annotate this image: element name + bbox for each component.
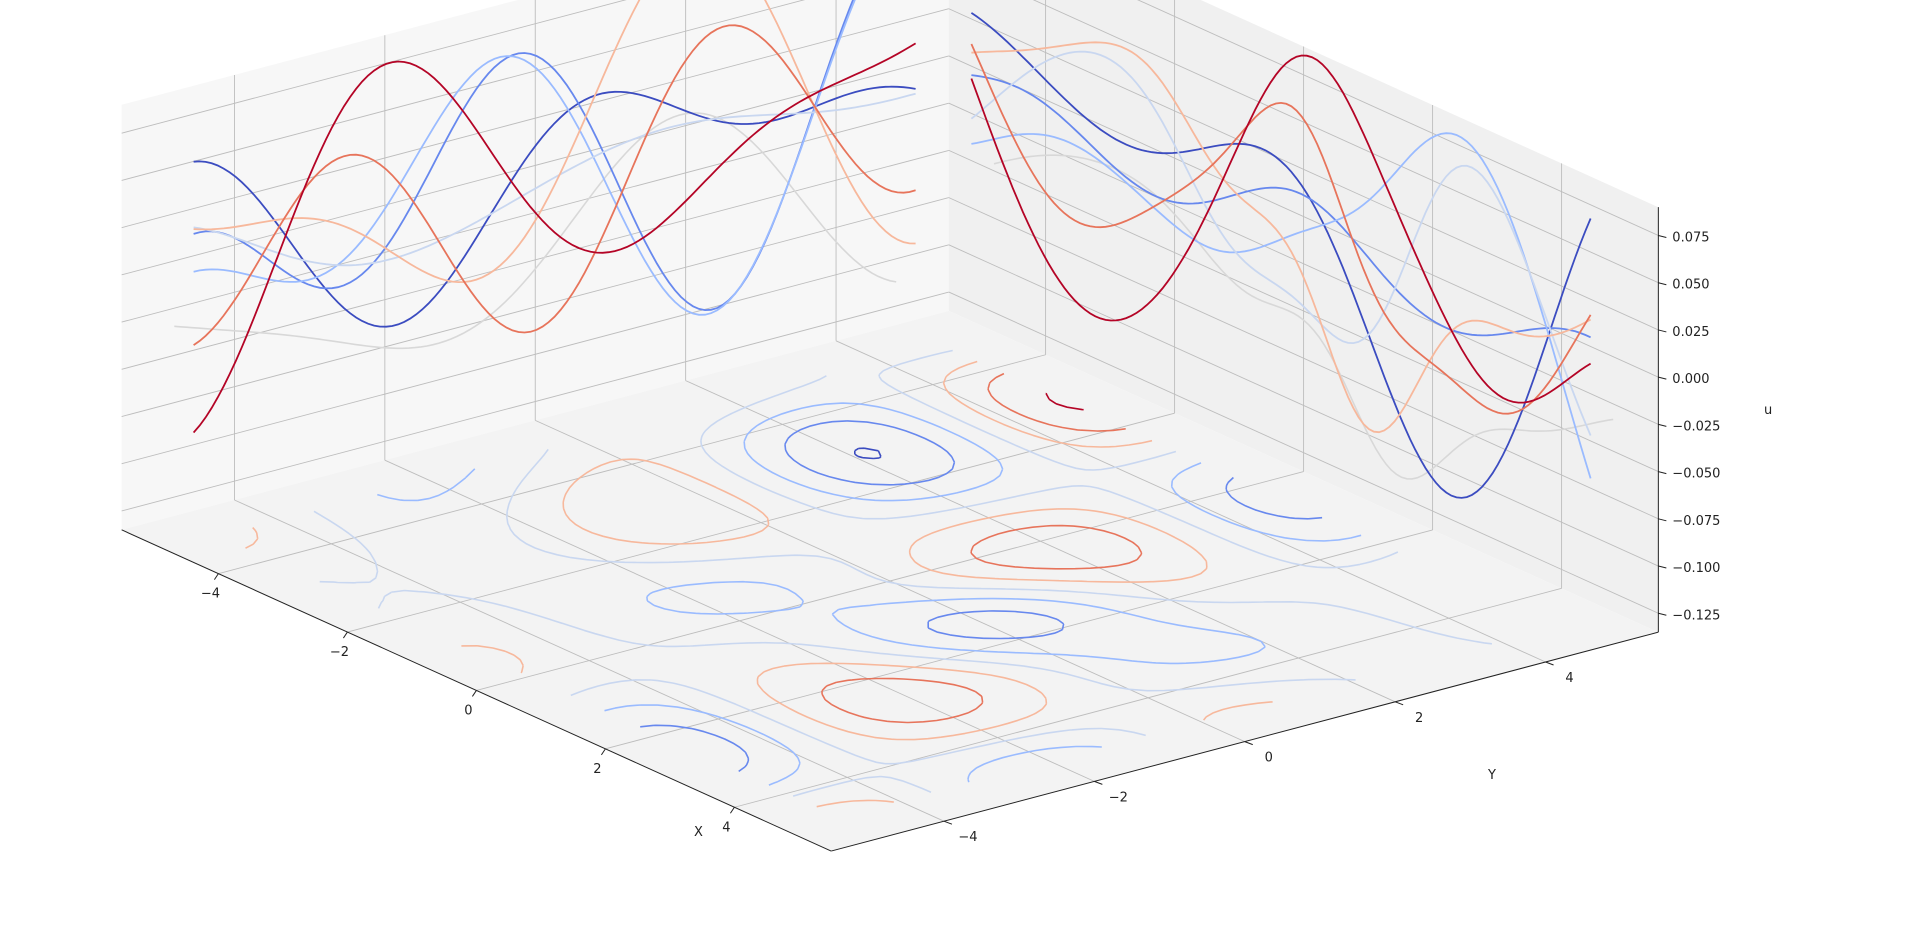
tick-mark — [1545, 661, 1554, 666]
tick-labels: −4 −2 0 2 4 −4 −2 0 2 4 −0.125 −0.100 −0.075 −0.050 −0… — [201, 231, 1721, 846]
y-tick-label: −2 — [1109, 790, 1128, 805]
grid-line — [685, 380, 1396, 703]
grid-line — [121, 0, 806, 181]
tick-mark — [1658, 565, 1667, 569]
tick-mark — [213, 573, 219, 580]
grid-line — [1137, 0, 1659, 236]
axis-panes — [121, 0, 1659, 851]
grid-line — [1032, 0, 1659, 284]
x-slice-curve — [970, 12, 1592, 499]
floor-contours — [245, 349, 1492, 808]
x-axis-title: X — [694, 825, 703, 840]
grid-line — [121, 197, 949, 417]
z-tick-label: −0.025 — [1672, 419, 1720, 434]
contour-line — [377, 402, 1362, 786]
z-tick-label: −0.075 — [1672, 514, 1720, 529]
y-slice-curve — [193, 0, 916, 284]
grid-line — [948, 149, 1659, 473]
y-axis-title: Y — [1487, 768, 1496, 783]
contour-line — [821, 372, 1143, 724]
tick-mark — [342, 631, 348, 639]
x-tick-label: 2 — [593, 762, 601, 777]
z-tick-label: −0.125 — [1672, 608, 1720, 623]
contour-line — [245, 360, 1273, 808]
y-tick-label: 4 — [1565, 671, 1573, 686]
z-tick-label: 0.025 — [1672, 325, 1709, 340]
contour-line — [1045, 392, 1084, 411]
grid-line — [121, 291, 949, 512]
wall-projections — [174, 112, 1614, 480]
z-tick-label: 0.050 — [1672, 278, 1709, 293]
x-tick-label: 4 — [722, 820, 730, 835]
slice-curves — [192, 0, 1592, 499]
grid-line — [948, 55, 1659, 378]
z-tick-label: 0.000 — [1672, 372, 1709, 387]
grid-line — [948, 8, 1659, 331]
contour-line — [640, 420, 1323, 773]
tick-mark — [729, 806, 735, 814]
tick-mark — [1658, 282, 1667, 286]
tick-mark — [1658, 234, 1667, 238]
tick-mark — [600, 748, 606, 756]
left-wall-projection — [174, 112, 897, 350]
y-slice-curve — [192, 42, 917, 434]
tick-mark — [1658, 423, 1667, 427]
tick-mark — [1094, 780, 1103, 785]
x-slice-curve — [971, 132, 1592, 479]
z-tick-label: −0.100 — [1672, 561, 1720, 576]
grid-line — [121, 55, 949, 276]
tick-mark — [943, 820, 953, 825]
tick-mark — [1244, 741, 1253, 746]
grid-line — [948, 291, 1659, 614]
y-tick-label: 2 — [1415, 711, 1423, 726]
z-axis-title: u — [1764, 403, 1772, 418]
x-tick-label: −4 — [201, 587, 220, 602]
x-slice-curve — [971, 41, 1592, 434]
tick-mark — [471, 690, 477, 697]
z-tick-label: 0.075 — [1672, 231, 1709, 246]
grid-line — [121, 244, 949, 465]
y-slice-curve — [193, 92, 916, 267]
x-slice-curve — [971, 74, 1591, 339]
y-slice-curve — [193, 0, 856, 316]
grid-line — [948, 197, 1659, 520]
contour-line — [313, 349, 1492, 797]
y-tick-label: 0 — [1265, 751, 1273, 766]
tick-mark — [1658, 376, 1667, 380]
x-slice-curve — [970, 54, 1592, 404]
tick-mark — [1658, 612, 1667, 616]
grid-line — [605, 529, 1433, 750]
contour-line — [854, 447, 882, 460]
tick-mark — [1658, 471, 1667, 475]
y-tick-label: −4 — [958, 830, 977, 845]
x-slice-curve — [970, 43, 1592, 415]
grid-line — [121, 8, 949, 229]
y-slice-curve — [193, 24, 916, 346]
z-tick-label: −0.050 — [1672, 467, 1720, 482]
grid-line — [734, 587, 1562, 808]
grid-line — [835, 340, 1546, 663]
x-tick-label: −2 — [330, 645, 349, 660]
tick-mark — [1394, 701, 1404, 706]
tick-mark — [1658, 329, 1667, 333]
grid-line — [948, 244, 1659, 567]
x-tick-label: 0 — [464, 704, 472, 719]
back-wall-projection — [993, 154, 1614, 480]
tick-mark — [1658, 518, 1667, 522]
grid-line — [121, 0, 627, 134]
grid-line — [948, 102, 1659, 425]
x-axis-line — [121, 529, 832, 852]
x-slice-curve — [970, 50, 1592, 436]
